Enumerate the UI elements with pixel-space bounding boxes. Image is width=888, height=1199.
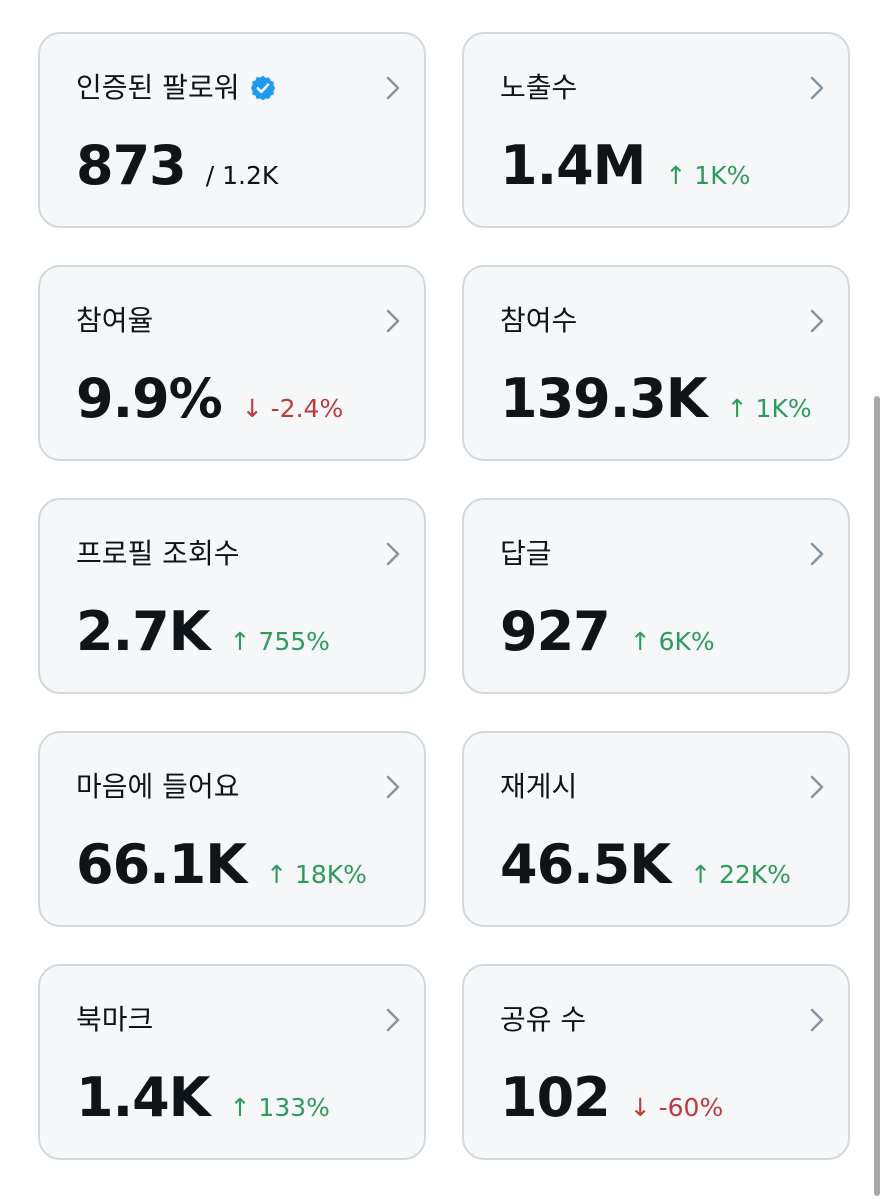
- metric-value: 66.1K: [76, 833, 247, 896]
- metric-value-row: 1.4M ↑ 1K%: [500, 134, 750, 198]
- card-title: 답글: [500, 537, 552, 570]
- chevron-right-icon: [810, 1008, 824, 1032]
- metric-change: ↓ -60%: [629, 1093, 724, 1122]
- metric-change: ↑ 133%: [229, 1093, 330, 1122]
- bookmarks-card[interactable]: 북마크 1.4K ↑ 133%: [38, 964, 426, 1160]
- metrics-grid: 인증된 팔로워 873 / 1.2K 노출수 1.4M ↑ 1K% 참: [38, 32, 850, 1160]
- chevron-right-icon: [386, 76, 400, 100]
- metric-change: ↓ -2.4%: [241, 394, 344, 423]
- card-title: 노출수: [500, 71, 578, 104]
- metric-change: ↑ 6K%: [629, 627, 715, 656]
- card-title: 재게시: [500, 770, 578, 803]
- chevron-right-icon: [810, 309, 824, 333]
- metric-value: 1.4M: [500, 134, 646, 197]
- chevron-right-icon: [810, 76, 824, 100]
- metric-change: ↑ 1K%: [665, 161, 751, 190]
- metric-change: ↑ 22K%: [690, 860, 791, 889]
- metric-value: 139.3K: [500, 367, 708, 430]
- metric-value-row: 139.3K ↑ 1K%: [500, 367, 812, 431]
- metric-change: ↑ 1K%: [726, 394, 812, 423]
- profile-visits-card[interactable]: 프로필 조회수 2.7K ↑ 755%: [38, 498, 426, 694]
- metric-value-row: 102 ↓ -60%: [500, 1066, 723, 1130]
- card-title: 인증된 팔로워: [76, 70, 277, 106]
- metric-value-row: 2.7K ↑ 755%: [76, 600, 330, 664]
- metric-value-row: 9.9% ↓ -2.4%: [76, 367, 343, 431]
- metric-value: 102: [500, 1066, 611, 1129]
- metric-value: 1.4K: [76, 1066, 211, 1129]
- engagement-rate-card[interactable]: 참여율 9.9% ↓ -2.4%: [38, 265, 426, 461]
- card-title: 공유 수: [500, 1003, 587, 1036]
- chevron-right-icon: [386, 775, 400, 799]
- engagements-card[interactable]: 참여수 139.3K ↑ 1K%: [462, 265, 850, 461]
- metric-value: 9.9%: [76, 367, 223, 430]
- metric-value: 2.7K: [76, 600, 211, 663]
- impressions-card[interactable]: 노출수 1.4M ↑ 1K%: [462, 32, 850, 228]
- metric-value-row: 927 ↑ 6K%: [500, 600, 715, 664]
- metric-value: 927: [500, 600, 611, 663]
- metric-value-row: 873 / 1.2K: [76, 134, 278, 198]
- card-title-label: 인증된 팔로워: [76, 71, 240, 104]
- shares-card[interactable]: 공유 수 102 ↓ -60%: [462, 964, 850, 1160]
- chevron-right-icon: [386, 542, 400, 566]
- scrollbar[interactable]: [874, 396, 880, 1196]
- likes-card[interactable]: 마음에 들어요 66.1K ↑ 18K%: [38, 731, 426, 927]
- reposts-card[interactable]: 재게시 46.5K ↑ 22K%: [462, 731, 850, 927]
- verified-followers-card[interactable]: 인증된 팔로워 873 / 1.2K: [38, 32, 426, 228]
- chevron-right-icon: [810, 542, 824, 566]
- chevron-right-icon: [386, 309, 400, 333]
- card-title: 북마크: [76, 1003, 154, 1036]
- metric-total: / 1.2K: [205, 161, 279, 190]
- metric-value-row: 1.4K ↑ 133%: [76, 1066, 330, 1130]
- verified-badge-icon: [249, 74, 277, 102]
- metric-change: ↑ 18K%: [266, 860, 367, 889]
- metric-value-row: 66.1K ↑ 18K%: [76, 833, 367, 897]
- card-title: 마음에 들어요: [76, 770, 240, 803]
- card-title: 참여율: [76, 304, 154, 337]
- chevron-right-icon: [386, 1008, 400, 1032]
- chevron-right-icon: [810, 775, 824, 799]
- card-title: 참여수: [500, 304, 578, 337]
- metric-value: 46.5K: [500, 833, 671, 896]
- card-title: 프로필 조회수: [76, 537, 240, 570]
- metric-value: 873: [76, 134, 187, 197]
- metric-change: ↑ 755%: [229, 627, 330, 656]
- replies-card[interactable]: 답글 927 ↑ 6K%: [462, 498, 850, 694]
- metric-value-row: 46.5K ↑ 22K%: [500, 833, 791, 897]
